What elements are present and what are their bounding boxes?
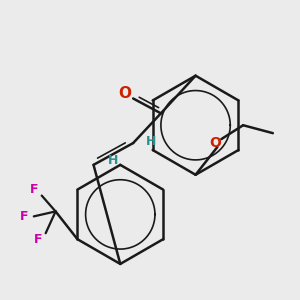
Text: F: F (20, 210, 28, 223)
Text: O: O (209, 136, 221, 150)
Text: F: F (29, 183, 38, 196)
Text: H: H (108, 154, 118, 167)
Text: O: O (119, 86, 132, 101)
Text: H: H (146, 135, 156, 148)
Text: F: F (34, 233, 42, 246)
